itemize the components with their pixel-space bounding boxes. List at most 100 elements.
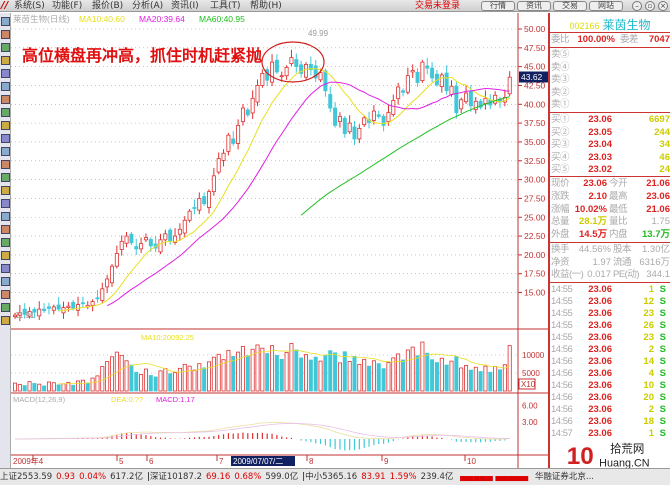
toolbar-tool-icon[interactable] bbox=[1, 134, 10, 143]
trade-button[interactable]: 交易 bbox=[553, 1, 587, 11]
price-tick-label: 20.00 bbox=[524, 250, 546, 260]
menu-tools[interactable]: 工具(T) bbox=[210, 1, 241, 11]
date-label: 2009年4 bbox=[13, 456, 44, 466]
volume-bar bbox=[274, 354, 279, 392]
candle bbox=[454, 85, 459, 113]
volume-bar bbox=[376, 363, 381, 392]
quote-button[interactable]: 行情 bbox=[481, 1, 515, 11]
volume-bar bbox=[270, 345, 275, 392]
toolbar-tool-icon[interactable] bbox=[1, 69, 10, 78]
candle bbox=[362, 117, 367, 126]
volume-bar bbox=[182, 363, 187, 392]
toolbar-tool-icon[interactable] bbox=[1, 30, 10, 39]
price-tick-label: 45.00 bbox=[524, 62, 546, 72]
price-tick-label: 15.00 bbox=[524, 288, 546, 298]
macd-tick-label: 3.00 bbox=[522, 418, 538, 427]
buy-level-label: 买① bbox=[551, 114, 570, 125]
tick-volume: 23 bbox=[643, 308, 654, 319]
menu-bar: // 系统(S) 功能(F) 报价(B) 分析(A) 资讯(I) 工具(T) 帮… bbox=[0, 0, 670, 12]
volume-bar bbox=[279, 358, 284, 392]
volume-bar bbox=[464, 365, 469, 392]
volume-bar bbox=[236, 351, 241, 392]
menu-system[interactable]: 系统(S) bbox=[14, 1, 45, 11]
stat-label: 外盘 bbox=[551, 229, 570, 241]
toolbar-tool-icon[interactable] bbox=[1, 173, 10, 182]
toolbar-tool-icon[interactable] bbox=[1, 303, 10, 312]
toolbar-tool-icon[interactable] bbox=[1, 147, 10, 156]
menu-analysis[interactable]: 分析(A) bbox=[132, 1, 164, 11]
volume-bar bbox=[163, 368, 168, 392]
sz-amount: 599.0亿 bbox=[265, 472, 299, 482]
volume-bar bbox=[425, 352, 430, 392]
toolbar-tool-icon[interactable] bbox=[1, 264, 10, 273]
volume-bar bbox=[95, 375, 100, 392]
current-price-marker bbox=[519, 71, 548, 83]
tick-side: S bbox=[659, 368, 666, 379]
candle bbox=[37, 308, 42, 317]
current-price-label: 43.62 bbox=[521, 72, 543, 82]
candle bbox=[318, 72, 323, 81]
toolbar-tool-icon[interactable] bbox=[1, 251, 10, 260]
volume-bar bbox=[449, 360, 454, 392]
candle bbox=[163, 233, 168, 241]
ma20-line bbox=[106, 81, 510, 307]
stat-value: 21.06 bbox=[646, 178, 670, 189]
sh-index[interactable]: 上证2553.59 bbox=[0, 472, 53, 482]
minimize-icon[interactable]: – bbox=[632, 1, 642, 11]
toolbar-tool-icon[interactable] bbox=[1, 43, 10, 52]
annotation-text: 高位横盘再冲高，抓住时机赶紧抛 bbox=[22, 46, 262, 65]
kline-chart[interactable]: 50.00 47.50 45.00 42.50 40.00 37.50 35.00 32.50… bbox=[11, 13, 548, 468]
candle bbox=[76, 304, 81, 311]
toolbar-tool-icon[interactable] bbox=[1, 160, 10, 169]
stat-value: 1.75 bbox=[651, 216, 670, 228]
close-icon[interactable]: × bbox=[658, 1, 668, 11]
menu-function[interactable]: 功能(F) bbox=[52, 1, 83, 11]
candle bbox=[17, 312, 22, 316]
sz-index[interactable]: 深证10187.2 bbox=[149, 472, 202, 482]
divider bbox=[550, 112, 670, 113]
candle bbox=[46, 306, 51, 309]
toolbar-tool-icon[interactable] bbox=[1, 316, 10, 325]
tick-side: S bbox=[659, 404, 666, 415]
toolbar-tool-icon[interactable] bbox=[1, 108, 10, 117]
candle bbox=[410, 70, 415, 73]
quote-stat-row: 外盘 14.5万 内盘 13.7万 bbox=[550, 229, 670, 241]
toolbar-tool-icon[interactable] bbox=[1, 212, 10, 221]
candle bbox=[231, 138, 236, 144]
toolbar-tool-icon[interactable] bbox=[1, 95, 10, 104]
toolbar-tool-icon[interactable] bbox=[1, 225, 10, 234]
tick-price: 23.06 bbox=[588, 416, 612, 427]
menu-news[interactable]: 资讯(I) bbox=[171, 1, 199, 11]
dea-line bbox=[14, 423, 510, 440]
toolbar-tool-icon[interactable] bbox=[1, 290, 10, 299]
volume-bar bbox=[143, 368, 148, 392]
volume-ma-label: MA10:20092.25 bbox=[141, 333, 194, 342]
toolbar-tool-icon[interactable] bbox=[1, 17, 10, 26]
zx-amount: 239.4亿 bbox=[420, 472, 454, 482]
svg-text:10: 10 bbox=[567, 443, 594, 468]
news-button[interactable]: 资讯 bbox=[517, 1, 551, 11]
toolbar-tool-icon[interactable] bbox=[1, 199, 10, 208]
website-button[interactable]: 网站 bbox=[589, 1, 623, 11]
menu-quote[interactable]: 报价(B) bbox=[92, 1, 124, 11]
sell-level-label: 卖⑤ bbox=[551, 49, 570, 60]
restore-icon[interactable]: ▫ bbox=[645, 1, 655, 11]
toolbar-tool-icon[interactable] bbox=[1, 277, 10, 286]
menu-help[interactable]: 帮助(H) bbox=[250, 1, 282, 11]
zx-index[interactable]: 中小5365.16 bbox=[305, 472, 358, 482]
volume-bar bbox=[173, 372, 178, 392]
candle bbox=[211, 175, 216, 193]
tick-time: 14:56 bbox=[551, 380, 573, 391]
candle bbox=[337, 115, 342, 123]
toolbar-tool-icon[interactable] bbox=[1, 56, 10, 65]
info-label: 净资 bbox=[551, 256, 570, 268]
tick-price: 23.06 bbox=[588, 356, 612, 367]
candle bbox=[478, 100, 483, 108]
toolbar-tool-icon[interactable] bbox=[1, 238, 10, 247]
candle bbox=[192, 207, 197, 209]
volume-bar bbox=[439, 357, 444, 392]
toolbar-tool-icon[interactable] bbox=[1, 186, 10, 195]
candle bbox=[371, 110, 376, 121]
toolbar-tool-icon[interactable] bbox=[1, 121, 10, 130]
toolbar-tool-icon[interactable] bbox=[1, 82, 10, 91]
